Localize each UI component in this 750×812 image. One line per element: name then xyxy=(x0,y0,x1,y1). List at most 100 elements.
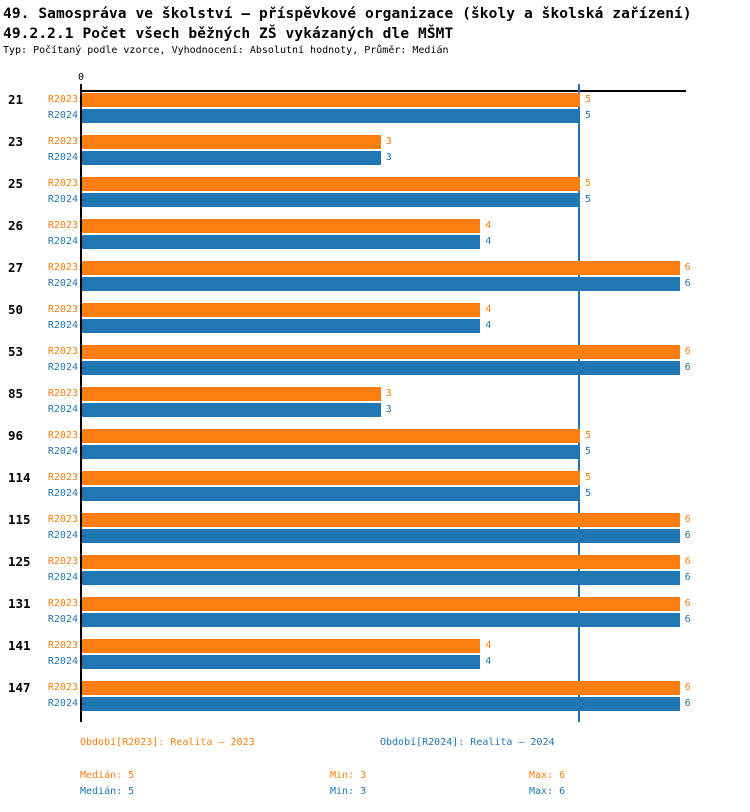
bar-value-label: 6 xyxy=(684,572,691,583)
category-label: 50 xyxy=(8,302,24,317)
bar-value-label: 6 xyxy=(684,556,691,567)
category-label: 141 xyxy=(8,638,31,653)
bar-r2023 xyxy=(82,261,680,275)
bar-value-label: 5 xyxy=(585,430,592,441)
series-row-label-r2024: R2024 xyxy=(47,656,78,667)
bar-r2024 xyxy=(82,403,381,417)
bar-value-label: 6 xyxy=(684,262,691,273)
category-label: 85 xyxy=(8,386,24,401)
bar-value-label: 5 xyxy=(585,488,592,499)
bar-r2024 xyxy=(82,361,680,375)
bar-r2024 xyxy=(82,445,580,459)
legend-r2024: Období[R2024]: Realita – 2024 xyxy=(380,737,555,748)
bar-r2023 xyxy=(82,555,680,569)
bar-r2024 xyxy=(82,487,580,501)
bar-r2023 xyxy=(82,429,580,443)
category-label: 27 xyxy=(8,260,24,275)
indicator-title: 49.2.2.1 Počet všech běžných ZŠ vykázaný… xyxy=(3,26,454,42)
stat-r2024-min: Min: 3 xyxy=(330,786,367,797)
series-row-label-r2024: R2024 xyxy=(47,404,78,415)
chart-subtitle: Typ: Počítaný podle vzorce, Vyhodnocení:… xyxy=(3,45,449,56)
bar-value-label: 6 xyxy=(684,682,691,693)
series-row-label-r2023: R2023 xyxy=(47,430,78,441)
bar-value-label: 5 xyxy=(585,194,592,205)
bar-value-label: 5 xyxy=(585,472,592,483)
bar-r2023 xyxy=(82,345,680,359)
series-row-label-r2023: R2023 xyxy=(47,472,78,483)
series-row-label-r2023: R2023 xyxy=(47,346,78,357)
series-row-label-r2024: R2024 xyxy=(47,320,78,331)
bar-r2023 xyxy=(82,597,680,611)
category-label: 26 xyxy=(8,218,24,233)
bar-value-label: 6 xyxy=(684,698,691,709)
bar-r2023 xyxy=(82,471,580,485)
bar-value-label: 4 xyxy=(485,236,492,247)
bar-r2024 xyxy=(82,277,680,291)
report-title: 49. Samospráva ve školství – příspěvkové… xyxy=(3,6,692,22)
median-line xyxy=(578,84,580,722)
category-label: 23 xyxy=(8,134,24,149)
bar-r2024 xyxy=(82,235,481,249)
x-axis-tick xyxy=(80,84,82,90)
category-label: 147 xyxy=(8,680,31,695)
bar-r2024 xyxy=(82,151,381,165)
y-axis-line xyxy=(80,90,82,722)
series-row-label-r2024: R2024 xyxy=(47,698,78,709)
stat-r2023-median: Medián: 5 xyxy=(80,770,135,781)
bar-r2023 xyxy=(82,93,580,107)
series-row-label-r2023: R2023 xyxy=(47,640,78,651)
bar-value-label: 6 xyxy=(684,614,691,625)
bar-value-label: 6 xyxy=(684,346,691,357)
bar-value-label: 5 xyxy=(585,94,592,105)
category-label: 53 xyxy=(8,344,24,359)
bar-r2023 xyxy=(82,219,481,233)
bar-r2023 xyxy=(82,135,381,149)
bar-value-label: 5 xyxy=(585,446,592,457)
bar-value-label: 4 xyxy=(485,304,492,315)
bar-value-label: 4 xyxy=(485,640,492,651)
series-row-label-r2024: R2024 xyxy=(47,110,78,121)
bar-r2024 xyxy=(82,613,680,627)
stat-r2024-median: Medián: 5 xyxy=(80,786,135,797)
x-axis-zero-label: 0 xyxy=(77,72,85,83)
series-row-label-r2024: R2024 xyxy=(47,362,78,373)
series-row-label-r2023: R2023 xyxy=(47,598,78,609)
bar-value-label: 3 xyxy=(385,152,392,163)
series-row-label-r2024: R2024 xyxy=(47,572,78,583)
series-row-label-r2023: R2023 xyxy=(47,220,78,231)
series-row-label-r2024: R2024 xyxy=(47,614,78,625)
category-label: 125 xyxy=(8,554,31,569)
series-row-label-r2024: R2024 xyxy=(47,152,78,163)
bar-value-label: 6 xyxy=(684,514,691,525)
series-row-label-r2024: R2024 xyxy=(47,236,78,247)
bar-r2024 xyxy=(82,697,680,711)
bar-r2024 xyxy=(82,109,580,123)
bar-value-label: 6 xyxy=(684,530,691,541)
bar-r2023 xyxy=(82,639,481,653)
bar-value-label: 5 xyxy=(585,110,592,121)
series-row-label-r2023: R2023 xyxy=(47,388,78,399)
stat-r2023-min: Min: 3 xyxy=(330,770,367,781)
series-row-label-r2024: R2024 xyxy=(47,488,78,499)
bar-value-label: 3 xyxy=(385,404,392,415)
x-axis-line xyxy=(80,90,686,92)
series-row-label-r2023: R2023 xyxy=(47,262,78,273)
bar-r2024 xyxy=(82,319,481,333)
series-row-label-r2024: R2024 xyxy=(47,194,78,205)
series-row-label-r2024: R2024 xyxy=(47,278,78,289)
category-label: 115 xyxy=(8,512,31,527)
bar-value-label: 6 xyxy=(684,278,691,289)
category-label: 96 xyxy=(8,428,24,443)
category-label: 25 xyxy=(8,176,24,191)
series-row-label-r2023: R2023 xyxy=(47,94,78,105)
bar-value-label: 4 xyxy=(485,320,492,331)
bar-value-label: 3 xyxy=(385,136,392,147)
bar-r2024 xyxy=(82,655,481,669)
category-label: 131 xyxy=(8,596,31,611)
bar-r2024 xyxy=(82,529,680,543)
bar-r2023 xyxy=(82,303,481,317)
stat-r2024-max: Max: 6 xyxy=(529,786,566,797)
bar-r2024 xyxy=(82,193,580,207)
